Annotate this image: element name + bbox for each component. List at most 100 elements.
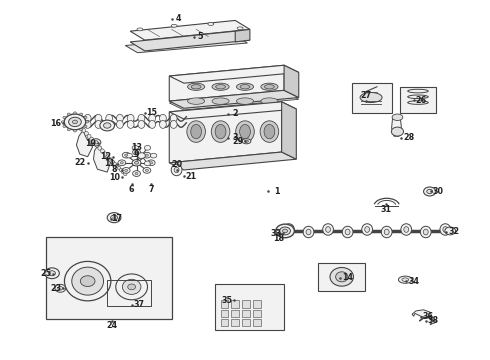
Ellipse shape: [145, 145, 151, 150]
Polygon shape: [125, 36, 247, 53]
Ellipse shape: [80, 276, 95, 287]
Ellipse shape: [73, 120, 77, 124]
Text: 35: 35: [221, 296, 232, 305]
Ellipse shape: [360, 93, 382, 103]
Ellipse shape: [146, 154, 148, 156]
Ellipse shape: [49, 271, 55, 276]
Text: 13: 13: [131, 143, 142, 152]
Ellipse shape: [87, 134, 91, 139]
Polygon shape: [130, 31, 250, 51]
Ellipse shape: [237, 83, 253, 90]
Ellipse shape: [212, 83, 229, 90]
Ellipse shape: [264, 125, 275, 139]
Ellipse shape: [276, 224, 294, 238]
Ellipse shape: [69, 117, 81, 127]
Ellipse shape: [149, 114, 156, 122]
Bar: [220, 301, 228, 308]
Ellipse shape: [191, 85, 201, 89]
Text: 29: 29: [232, 137, 243, 146]
Text: 16: 16: [50, 119, 61, 128]
Ellipse shape: [398, 276, 412, 283]
Ellipse shape: [122, 167, 130, 173]
Ellipse shape: [280, 227, 291, 235]
Ellipse shape: [133, 171, 141, 176]
Ellipse shape: [261, 98, 278, 104]
Text: 38: 38: [428, 316, 439, 325]
Ellipse shape: [55, 284, 66, 292]
Ellipse shape: [84, 131, 88, 136]
Ellipse shape: [306, 229, 311, 235]
Ellipse shape: [61, 121, 64, 123]
Ellipse shape: [283, 229, 288, 233]
Text: 14: 14: [342, 273, 353, 282]
Ellipse shape: [171, 164, 182, 176]
Ellipse shape: [45, 268, 59, 279]
Text: 5: 5: [197, 32, 203, 41]
Text: 2: 2: [232, 109, 238, 118]
Ellipse shape: [108, 158, 112, 162]
Ellipse shape: [94, 141, 98, 144]
Ellipse shape: [171, 24, 177, 27]
Ellipse shape: [79, 113, 82, 115]
Text: 36: 36: [423, 312, 434, 321]
Ellipse shape: [124, 154, 127, 156]
Bar: [46, 237, 172, 319]
Ellipse shape: [74, 130, 76, 132]
Ellipse shape: [443, 226, 448, 232]
Polygon shape: [169, 102, 282, 163]
Text: 28: 28: [403, 133, 415, 142]
Ellipse shape: [64, 114, 86, 130]
Ellipse shape: [137, 28, 143, 31]
Ellipse shape: [82, 129, 86, 133]
Ellipse shape: [240, 125, 250, 139]
Ellipse shape: [135, 172, 138, 175]
Polygon shape: [282, 102, 296, 159]
Ellipse shape: [211, 121, 230, 142]
Ellipse shape: [287, 226, 292, 232]
Text: 30: 30: [433, 187, 443, 196]
Ellipse shape: [336, 272, 348, 282]
Ellipse shape: [445, 227, 456, 235]
Ellipse shape: [188, 98, 205, 104]
Bar: [242, 310, 250, 317]
Ellipse shape: [170, 121, 177, 129]
Text: 32: 32: [448, 228, 459, 237]
Polygon shape: [169, 65, 299, 83]
Ellipse shape: [106, 114, 113, 122]
Text: 21: 21: [186, 172, 197, 181]
Ellipse shape: [362, 224, 372, 235]
Ellipse shape: [128, 284, 136, 290]
Polygon shape: [169, 92, 299, 110]
Text: 31: 31: [380, 205, 391, 214]
Ellipse shape: [84, 121, 91, 129]
Ellipse shape: [381, 226, 392, 238]
Ellipse shape: [115, 164, 119, 168]
Ellipse shape: [113, 217, 115, 219]
Ellipse shape: [236, 121, 254, 142]
Ellipse shape: [123, 172, 127, 176]
Ellipse shape: [100, 120, 115, 131]
Ellipse shape: [330, 267, 353, 286]
Ellipse shape: [431, 320, 436, 323]
Ellipse shape: [132, 145, 139, 150]
Text: 23: 23: [50, 284, 61, 293]
Polygon shape: [169, 90, 299, 108]
Polygon shape: [169, 65, 284, 101]
Ellipse shape: [342, 226, 353, 238]
Ellipse shape: [150, 153, 157, 158]
Ellipse shape: [427, 189, 433, 194]
Text: 11: 11: [104, 159, 115, 168]
Bar: [318, 263, 365, 291]
Ellipse shape: [58, 287, 63, 290]
Bar: [231, 310, 239, 317]
Ellipse shape: [95, 121, 102, 129]
Ellipse shape: [72, 267, 103, 295]
Ellipse shape: [276, 230, 282, 234]
Bar: [220, 310, 228, 317]
Ellipse shape: [147, 160, 155, 166]
Ellipse shape: [401, 224, 412, 235]
Ellipse shape: [79, 129, 82, 131]
Bar: [231, 319, 239, 326]
Ellipse shape: [261, 83, 278, 90]
Ellipse shape: [107, 213, 121, 223]
